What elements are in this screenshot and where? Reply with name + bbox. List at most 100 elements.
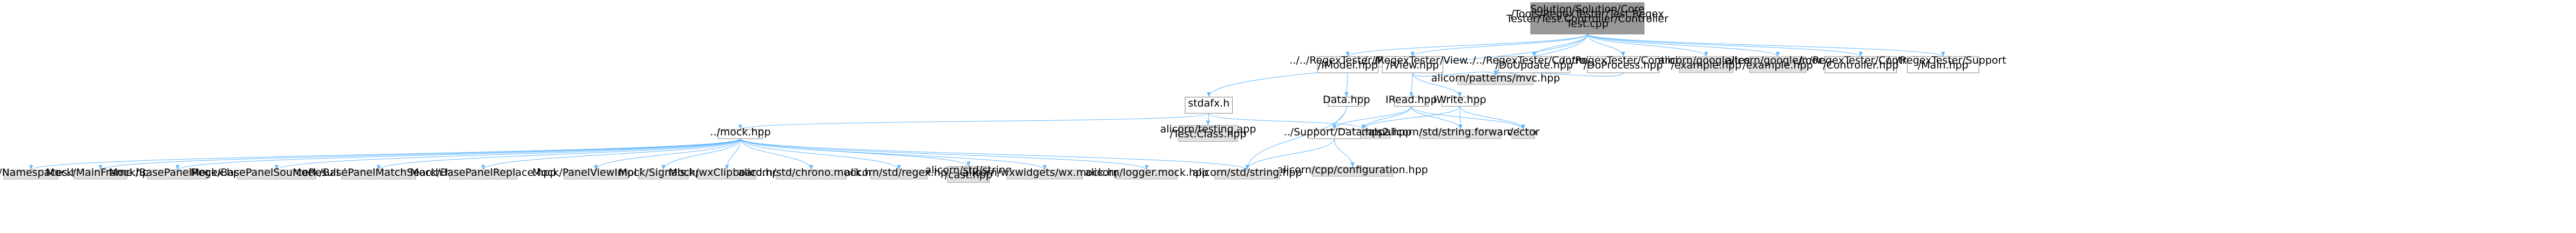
edge-iread-to-vector [1411,106,1525,130]
node-vector-box [1511,129,1535,139]
node-m_bpsr-label-line: Mock/BasePanelSourceResult.hpp [191,167,363,179]
node-model-label: ../../RegexTester/Model/IModel.hpp [1289,54,1406,71]
edge-mock-to-wxw [740,138,1047,170]
node-m_ns[interactable]: Mock/Namespaces.hpp [0,167,90,180]
node-m_bpr-box [147,169,208,180]
node-stdstring[interactable]: alicorn/std/string.hpp [1193,167,1302,180]
node-m_bprep-label-line: Mock/BasePanelReplace.hpp [410,167,557,179]
node-root[interactable]: Solution/Solution/Core/Tools/RegexTester… [1506,2,1668,35]
node-stdafx-label: stdafx.h [1188,98,1229,109]
node-logger-label: alicorn/logger.mock.hpp [1085,167,1208,179]
node-model[interactable]: ../../RegexTester/Model/IModel.hpp [1289,54,1406,73]
node-support_main-label-line: ../../RegexTester/Support [1880,54,2006,66]
node-ctrl_update-label: ../../RegexTester/Controller/DoUpdate.hp… [1466,54,1603,71]
edge-mock-to-m_pvi [594,138,741,170]
edge-mock-to-stdstring [740,138,1249,170]
node-view-label-line: /IView.hpp [1386,59,1439,71]
node-stdstring-box [1214,169,1280,180]
edge-stdafx-to-testclass [1206,113,1211,126]
node-cppconf-box [1311,167,1394,177]
node-mvc[interactable]: alicorn/patterns/mvc.hpp [1431,72,1560,85]
node-stdstring-label-line: alicorn/std/string.hpp [1193,167,1302,179]
node-m_sig[interactable]: Mock/Signals.hpp [619,167,708,180]
node-gmock[interactable]: alicorn/google/mock/example.hpp [1726,54,1830,73]
node-view[interactable]: ../../RegexTester/View/IView.hpp [1357,54,1468,73]
node-model-label-line: /IModel.hpp [1318,59,1378,71]
node-gmock-box [1749,56,1807,73]
node-m_sig-box [638,169,689,180]
edge-mock-to-m_bpsr [275,138,741,170]
node-regex-label: alicorn/std/regex.hpp [844,167,954,179]
node-m_bpsr[interactable]: Mock/BasePanelSourceResult.hpp [191,167,363,180]
node-wxw[interactable]: alicorn/wxwidgets/wx.mock.hpp [963,167,1127,180]
node-testclass[interactable]: alicorn/testing.app/Test.Class.hpp [1160,124,1256,142]
node-root-label-line: /Tools/RegexTester/Test.Regex [1511,8,1664,20]
edge-view-to-mvc [1412,70,1498,77]
node-gmock-label: alicorn/google/mock/example.hpp [1726,54,1830,71]
node-m_sig-label-line: Mock/Signals.hpp [619,167,708,179]
node-m_mf-box [74,169,127,180]
node-mock[interactable]: ../mock.hpp [710,126,770,139]
dependency-nodes: Solution/Solution/Core/Tools/RegexTester… [0,2,2006,183]
node-m_wxc-label-line: Mock/wxClipboard.hpp [668,167,785,179]
edge-mock-to-m_sig [661,138,741,170]
node-strcast-box [947,166,990,183]
node-m_bpr[interactable]: Mock/BasePanelRegex.hpp [109,167,246,180]
node-ctrl_update[interactable]: ../../RegexTester/Controller/DoUpdate.hp… [1466,54,1603,73]
node-ctrl_hpp-label-line: ../../RegexTester/Controller [1793,54,1929,66]
node-ctrl_update-label-line: /DoUpdate.hpp [1495,59,1573,71]
node-support_main[interactable]: ../../RegexTester/Support/Main.hpp [1880,54,2006,73]
node-gtest-label-line: /example.hpp [1671,59,1741,71]
node-ctrl_hpp[interactable]: ../../RegexTester/Controller/Controller.… [1793,54,1929,73]
node-m_pvi[interactable]: Mock/PanelViewImpl.hpp [532,167,660,180]
edge-iread-to-support_data [1332,106,1412,130]
node-gtest[interactable]: alicorn/google/test/example.hpp [1658,54,1754,73]
node-chrono[interactable]: alicorn/std/chrono.mock.hpp [738,167,884,180]
node-testclass-box [1178,125,1238,142]
node-fwd-label-line: alicorn/std/string.forward.hpp [1384,126,1537,138]
node-m_bpms[interactable]: Mock/BasePanelMatchSearch.hpp [293,167,465,180]
node-support_main-label: ../../RegexTester/Support/Main.hpp [1880,54,2006,71]
node-stdafx[interactable]: stdafx.h [1185,97,1233,114]
node-strcast[interactable]: alicorn/std/string/cast.hpp [925,165,1012,183]
node-iwrite[interactable]: IWrite.hpp [1434,94,1486,107]
node-mvc-label: alicorn/patterns/mvc.hpp [1431,72,1560,84]
edge-mock-to-chrono [740,138,814,170]
node-cppconf[interactable]: alicorn/cpp/configuration.hpp [1277,164,1428,177]
edge-root-to-gtest [1587,33,1708,57]
node-iread-label-line: IRead.hpp [1385,94,1437,106]
node-fwd[interactable]: alicorn/std/string.forward.hpp [1384,126,1537,139]
node-iread[interactable]: IRead.hpp [1385,94,1437,107]
node-gtest-box [1679,56,1734,73]
node-iwrite-label-line: IWrite.hpp [1434,94,1486,106]
node-m_bprep[interactable]: Mock/BasePanelReplace.hpp [410,167,557,180]
node-cppconf-label-line: alicorn/cpp/configuration.hpp [1277,164,1428,176]
edge-stdafx-to-signals2 [1208,113,1365,130]
edge-mock-to-logger [740,138,1149,170]
node-model-box [1317,56,1378,73]
edge-root-to-model [1346,33,1588,57]
node-support_data[interactable]: ../Support/Data.hpp [1283,126,1385,139]
node-logger[interactable]: alicorn/logger.mock.hpp [1085,167,1208,180]
node-testclass-label-line: /Test.Class.hpp [1169,128,1246,140]
node-ctrl_process[interactable]: ../../RegexTester/Controller/DoProcess.h… [1555,54,1692,73]
node-m_ns-label-line: Mock/Namespaces.hpp [0,167,90,179]
edge-iwrite-to-fwd [1458,106,1463,130]
node-fwd-label: alicorn/std/string.forward.hpp [1384,126,1537,138]
node-m_wxc[interactable]: Mock/wxClipboard.hpp [668,167,785,180]
node-data[interactable]: Data.hpp [1323,94,1370,107]
node-regex[interactable]: alicorn/std/regex.hpp [844,167,954,180]
node-vector[interactable]: vector [1507,126,1540,139]
node-m_wxc-label: Mock/wxClipboard.hpp [668,167,785,179]
edge-mock-to-m_mf [99,138,741,170]
node-iread-box [1394,97,1429,107]
node-logger-label-line: alicorn/logger.mock.hpp [1085,167,1208,179]
node-m_mf-label: Mock/MainFrame.hpp [46,167,155,179]
node-m_bpms-label: Mock/BasePanelMatchSearch.hpp [293,167,465,179]
node-model-label-line: ../../RegexTester/Model [1289,54,1406,66]
node-m_mf[interactable]: Mock/MainFrame.hpp [46,167,155,180]
node-m_bpms-label-line: Mock/BasePanelMatchSearch.hpp [293,167,465,179]
node-view-label: ../../RegexTester/View/IView.hpp [1357,54,1468,71]
node-ctrl_process-box [1587,56,1659,73]
node-strcast-label: alicorn/std/string/cast.hpp [925,165,1012,181]
